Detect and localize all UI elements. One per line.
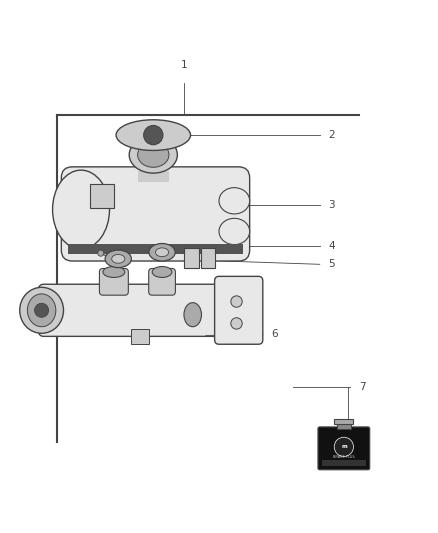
FancyBboxPatch shape xyxy=(99,269,128,295)
Bar xyxy=(131,329,149,344)
Ellipse shape xyxy=(103,266,125,278)
Bar xyxy=(336,424,351,429)
Ellipse shape xyxy=(53,170,110,249)
Text: 2: 2 xyxy=(328,130,335,140)
Bar xyxy=(184,248,199,268)
Ellipse shape xyxy=(138,142,169,167)
Circle shape xyxy=(35,303,49,317)
Text: 4: 4 xyxy=(328,241,335,251)
Text: 6: 6 xyxy=(272,329,278,340)
Text: 3: 3 xyxy=(328,200,335,210)
FancyBboxPatch shape xyxy=(215,276,263,344)
Ellipse shape xyxy=(184,303,201,327)
Circle shape xyxy=(334,437,353,456)
Bar xyxy=(68,244,243,254)
Bar xyxy=(322,460,366,466)
Ellipse shape xyxy=(219,219,250,245)
Circle shape xyxy=(144,125,163,145)
Ellipse shape xyxy=(219,188,250,214)
FancyBboxPatch shape xyxy=(148,269,175,295)
FancyBboxPatch shape xyxy=(318,427,370,470)
Text: 1: 1 xyxy=(180,60,187,70)
Bar xyxy=(201,248,215,268)
Bar xyxy=(334,419,353,424)
FancyBboxPatch shape xyxy=(39,284,255,336)
Ellipse shape xyxy=(116,120,191,150)
Text: BRAKE PLUS: BRAKE PLUS xyxy=(333,455,355,459)
Circle shape xyxy=(231,318,242,329)
Bar xyxy=(90,184,114,208)
Ellipse shape xyxy=(152,266,172,278)
Circle shape xyxy=(98,250,104,256)
Ellipse shape xyxy=(112,254,125,263)
Ellipse shape xyxy=(129,136,177,173)
Ellipse shape xyxy=(155,248,169,257)
Bar xyxy=(138,172,169,182)
Ellipse shape xyxy=(27,294,56,327)
Text: m: m xyxy=(341,445,346,449)
Ellipse shape xyxy=(105,250,131,268)
Circle shape xyxy=(231,296,242,307)
Ellipse shape xyxy=(149,244,175,261)
FancyBboxPatch shape xyxy=(61,167,250,261)
Text: 5: 5 xyxy=(328,260,335,269)
Text: 7: 7 xyxy=(359,382,366,392)
Ellipse shape xyxy=(20,287,64,333)
